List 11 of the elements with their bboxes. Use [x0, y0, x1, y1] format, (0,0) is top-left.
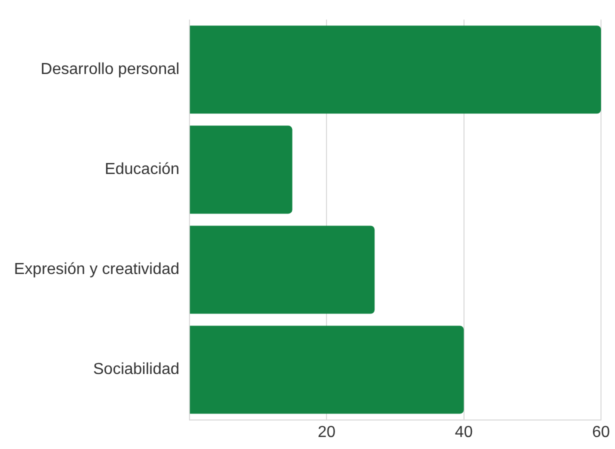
y-tick-label: Expresión y creatividad [14, 261, 180, 278]
y-tick-label: Sociabilidad [93, 361, 180, 378]
bar [190, 26, 601, 114]
bar [190, 126, 292, 214]
y-tick-label: Desarrollo personal [40, 61, 180, 78]
x-tick-label: 20 [318, 424, 336, 441]
bar [190, 326, 464, 414]
x-tick-label: 40 [454, 424, 473, 441]
y-tick-label: Educación [104, 161, 180, 178]
x-tick-label: 60 [592, 424, 610, 441]
bar [190, 226, 375, 314]
